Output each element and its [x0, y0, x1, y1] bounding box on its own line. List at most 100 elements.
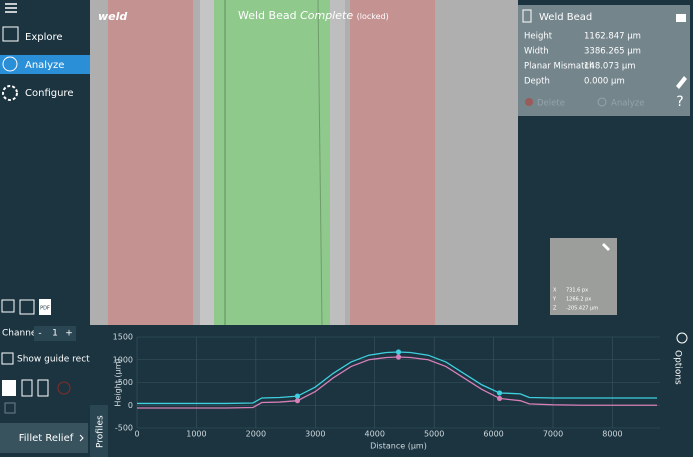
- analyze-icon: [2, 56, 18, 72]
- cursor-marker: [294, 393, 301, 399]
- reference-region: [108, 0, 193, 325]
- action-button[interactable]: Analyze: [611, 99, 645, 109]
- options-tab-label[interactable]: Options: [673, 350, 683, 385]
- inset-rows: X 731.6 px Y 1266.2 px Z -205.427 µm: [552, 288, 598, 312]
- row-value: 3386.265 µm: [584, 47, 641, 57]
- menu-item[interactable]: Explore: [25, 32, 63, 43]
- checkbox[interactable]: [1, 352, 14, 365]
- tool-icon[interactable]: [19, 299, 35, 315]
- x-tick-label: 5000: [424, 430, 444, 439]
- y-tick-label: 0: [128, 401, 133, 410]
- measurement-panel: Weld Bead Height 1162.847 µm Width 3386.265…: [518, 5, 690, 116]
- lock-note: (locked): [357, 12, 389, 21]
- tool-icon[interactable]: [2, 380, 16, 396]
- cursor-marker: [294, 398, 301, 404]
- menu-icon[interactable]: [5, 3, 17, 13]
- x-tick-label: 4000: [365, 430, 385, 439]
- preset-button-label: Fillet Relief: [19, 433, 74, 444]
- status-text: Complete: [300, 9, 353, 22]
- spinner-button[interactable]: -: [38, 329, 41, 339]
- row-label: Width: [524, 47, 549, 57]
- pdf-label: PDF: [40, 306, 50, 312]
- channel-value: 1: [52, 329, 58, 339]
- menu-highlight: [0, 55, 90, 74]
- edit-icon[interactable]: [676, 76, 687, 89]
- row-value: 0.000 µm: [584, 77, 625, 87]
- analyze-icon: [597, 97, 607, 107]
- x-tick-label: 8000: [602, 430, 622, 439]
- x-axis-title: Distance (µm): [370, 442, 427, 451]
- x-tick-label: 3000: [305, 430, 325, 439]
- inset-label: X: [553, 288, 557, 294]
- y-tick-label: 1000: [113, 355, 133, 364]
- channel-label: Channel: [2, 329, 39, 339]
- preset-button[interactable]: [0, 423, 88, 453]
- options-icon[interactable]: [676, 332, 688, 344]
- tool-icon[interactable]: [21, 379, 33, 397]
- inset-label: Y: [552, 297, 557, 303]
- profiles-tab-label: Profiles: [96, 415, 106, 448]
- menu-item[interactable]: Analyze: [25, 60, 64, 71]
- row-value: 1162.847 µm: [584, 32, 641, 42]
- reference-region: [350, 0, 435, 325]
- edge-line: [317, 0, 323, 326]
- row-label: Depth: [524, 77, 550, 87]
- panel-title: Weld Bead: [539, 12, 592, 23]
- channel-spinner: [34, 326, 76, 341]
- cursor-marker: [496, 395, 503, 402]
- tool-icon[interactable]: [1, 299, 15, 313]
- inset-value: 1266.2 px: [566, 297, 591, 303]
- inset-value: 731.6 px: [566, 288, 588, 294]
- panel-bg: [518, 5, 690, 116]
- panel-icon: [522, 9, 532, 23]
- image-view: weld Weld Bead Complete (locked): [90, 0, 518, 326]
- tool-icon[interactable]: [57, 381, 71, 395]
- row-value: 148.073 µm: [584, 62, 636, 72]
- menu-item[interactable]: Configure: [25, 88, 73, 99]
- cursor-marker: [395, 354, 402, 360]
- y-axis-title: Height (µm): [114, 358, 123, 406]
- cursor-inset: X 731.6 px Y 1266.2 px Z -205.427 µm: [550, 238, 617, 315]
- cursor-marker: [395, 349, 402, 355]
- panel-rows: Height 1162.847 µm Width 3386.265 µm Planar …: [524, 32, 641, 87]
- row-label: Height: [524, 32, 553, 42]
- profile-panel: [90, 327, 693, 457]
- explore-icon: [2, 26, 19, 42]
- inset-image: [550, 238, 617, 315]
- y-tick-label: -500: [115, 424, 133, 433]
- sidebar: Explore Analyze Configure PDF Channel - …: [0, 3, 115, 453]
- title-text: Weld Bead: [238, 9, 297, 22]
- y-tick-label: 500: [118, 378, 133, 387]
- help-button[interactable]: ?: [676, 94, 683, 110]
- x-tick-label: 6000: [483, 430, 503, 439]
- x-tick-label: 7000: [543, 430, 563, 439]
- checkbox-label[interactable]: Show guide rectangle: [17, 355, 115, 365]
- pin-icon[interactable]: [602, 243, 610, 251]
- action-button[interactable]: Delete: [537, 99, 565, 109]
- y-tick-label: 1500: [113, 333, 133, 342]
- profiles-tab[interactable]: [90, 405, 108, 457]
- x-tick-label: 1000: [186, 430, 206, 439]
- pdf-icon[interactable]: [39, 299, 51, 315]
- layer-label: weld: [98, 10, 127, 23]
- spinner-button[interactable]: +: [65, 329, 73, 339]
- x-tick-label: 2000: [246, 430, 266, 439]
- row-label: Planar Mismatch: [524, 62, 595, 72]
- profile-line: [137, 351, 658, 405]
- tool-icon[interactable]: [37, 379, 49, 397]
- x-tick-label: 0: [134, 430, 139, 439]
- delete-icon: [525, 98, 533, 106]
- chevron: [79, 434, 84, 442]
- profile-line: [137, 356, 658, 409]
- inset-value: -205.427 µm: [566, 306, 598, 312]
- configure-icon: [2, 85, 18, 101]
- lock-icon[interactable]: [676, 14, 686, 22]
- inset-label: Z: [553, 306, 557, 312]
- save-icon[interactable]: [4, 402, 16, 414]
- cursor-marker: [496, 390, 503, 396]
- image-title: Weld Bead Complete (locked): [238, 9, 389, 22]
- weld-region: [214, 0, 330, 325]
